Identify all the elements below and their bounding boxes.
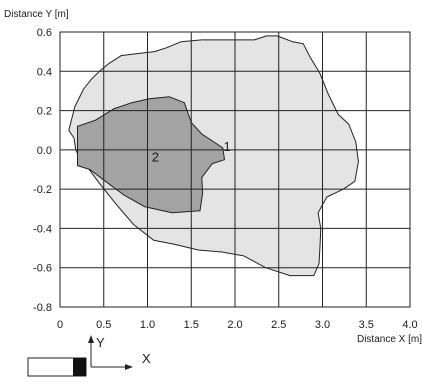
x-tick-label: 3.5 [359,319,374,331]
x-tick-label: 4.0 [402,319,417,331]
region-layer: 12 [68,35,359,277]
y-axis-label: Distance Y [m] [4,9,69,20]
region-2-label: 2 [152,150,159,165]
x-tick-label: 2.0 [227,319,242,331]
x-tick-label: 1.5 [184,319,199,331]
x-tick-label: 1.0 [140,319,155,331]
sensor-legend: Y X [27,335,151,377]
region-1-label: 1 [223,139,230,154]
grid-layer [60,32,410,307]
y-tick-label: 0.0 [37,145,52,157]
y-tick-label: -0.8 [33,302,52,314]
x-tick-label: 2.5 [271,319,286,331]
y-direction-label: Y [96,335,105,350]
y-tick-label: 0.6 [37,27,52,39]
x-tick-label: 0 [57,319,63,331]
y-tick-label: -0.2 [33,184,52,196]
y-tick-label: 0.4 [37,66,52,78]
plot-area: 12 [59,31,411,308]
x-direction-label: X [142,351,151,366]
y-tick-label: 0.2 [37,106,52,118]
y-tick-label: -0.4 [33,223,52,235]
x-tick-label: 0.5 [96,319,111,331]
y-tick-labels: 0.6 0.4 0.2 0.0 -0.2 -0.4 -0.6 -0.8 [33,27,52,314]
x-tick-labels: 0 0.5 1.0 1.5 2.0 2.5 3.0 3.5 4.0 [57,319,418,331]
x-arrow-head-icon [125,364,133,370]
region-2-area [77,96,225,214]
x-tick-label: 3.0 [315,319,330,331]
y-arrow-head-icon [88,335,94,343]
plot-border [59,31,411,308]
x-axis-label: Distance X [m] [357,334,422,345]
y-tick-label: -0.6 [33,263,52,275]
sensor-face [73,358,86,376]
